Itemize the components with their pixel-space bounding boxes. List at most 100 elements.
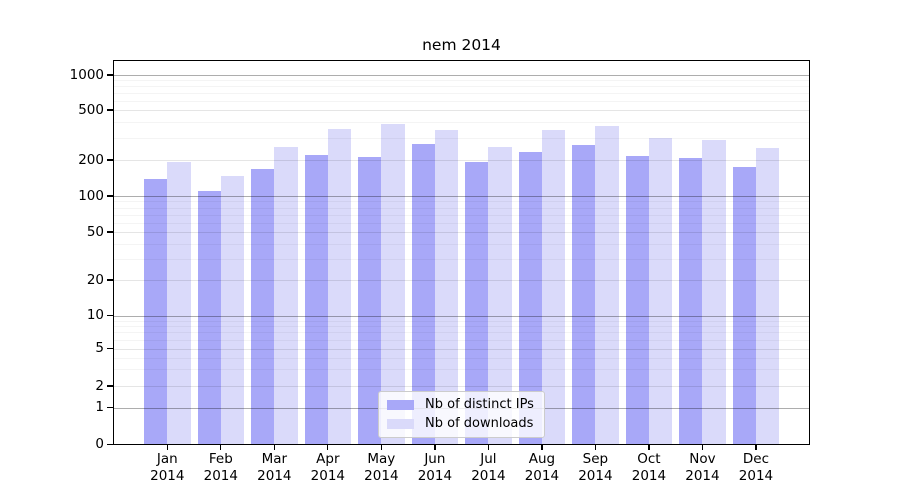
- bar-distinct-ips: [251, 169, 275, 445]
- x-tick-label: Jan 2014: [137, 451, 197, 484]
- gridline: [113, 110, 810, 111]
- y-tick-label: 20: [86, 271, 104, 288]
- bar-downloads: [648, 137, 673, 445]
- y-tick-label: 1: [95, 399, 104, 415]
- x-tick-label: Aug 2014: [512, 451, 572, 484]
- x-tick-label: Mar 2014: [244, 451, 304, 484]
- x-tick-label-month: Sep: [582, 451, 609, 467]
- y-tick-mark: [107, 195, 113, 197]
- y-tick-label: 0: [95, 436, 104, 452]
- y-tick-mark: [107, 279, 113, 281]
- x-tick-label: Jun 2014: [405, 451, 465, 484]
- minor-gridline: [113, 86, 810, 88]
- legend-label-distinct-ips: Nb of distinct IPs: [425, 397, 534, 412]
- decade-gridline: [113, 315, 810, 317]
- y-tick-label: 500: [78, 101, 104, 118]
- minor-gridline: [113, 214, 810, 216]
- y-tick-label: 1000: [69, 66, 104, 83]
- bar-distinct-ips: [518, 151, 542, 445]
- legend: Nb of distinct IPs Nb of downloads: [378, 391, 545, 438]
- x-tick-mark: [273, 444, 275, 450]
- x-tick-label-month: Dec: [742, 451, 770, 467]
- bar-downloads: [327, 128, 352, 445]
- x-tick-mark: [648, 444, 650, 450]
- x-tick-label-year: 2014: [738, 467, 774, 484]
- bar-downloads: [381, 123, 405, 445]
- bar-distinct-ips: [679, 158, 703, 445]
- x-tick-label-month: Feb: [208, 451, 233, 467]
- bar-downloads: [595, 125, 619, 445]
- bar-distinct-ips: [197, 191, 221, 445]
- x-tick-label-year: 2014: [203, 467, 238, 484]
- plot-area: [113, 60, 810, 445]
- x-tick-mark: [701, 444, 704, 450]
- gridline: [113, 280, 810, 281]
- x-tick-mark: [434, 444, 436, 450]
- y-tick-mark: [107, 159, 113, 161]
- x-tick-mark: [327, 444, 329, 450]
- minor-gridline: [113, 100, 810, 102]
- x-tick-label-month: May: [367, 451, 396, 467]
- x-tick-label-year: 2014: [150, 467, 185, 484]
- x-tick-mark: [487, 444, 490, 450]
- bar-distinct-ips: [144, 178, 168, 445]
- gridline: [113, 160, 810, 161]
- gridline: [113, 232, 810, 233]
- gridline: [113, 348, 810, 350]
- legend-label-downloads: Nb of downloads: [425, 416, 534, 431]
- minor-gridline: [113, 222, 810, 224]
- y-tick-label: 2: [95, 377, 104, 394]
- x-tick-label: Feb 2014: [191, 451, 251, 484]
- minor-gridline: [113, 122, 810, 124]
- y-tick-label: 5: [95, 340, 104, 356]
- x-tick-label-month: Apr: [316, 451, 340, 467]
- x-tick-label-year: 2014: [417, 467, 453, 484]
- x-tick-label-month: Nov: [689, 451, 716, 467]
- bar-downloads: [274, 146, 298, 445]
- bar-downloads: [702, 140, 726, 445]
- x-tick-mark: [755, 444, 757, 450]
- x-tick-label-year: 2014: [578, 467, 613, 484]
- x-tick-mark: [220, 444, 222, 450]
- bar-downloads: [220, 175, 245, 445]
- y-tick-mark: [107, 347, 113, 350]
- bar-downloads: [434, 130, 459, 445]
- bar-distinct-ips: [411, 143, 435, 445]
- bar-downloads: [755, 148, 780, 445]
- y-tick-mark: [107, 109, 113, 111]
- minor-gridline: [113, 326, 810, 328]
- x-tick-label-month: Jul: [480, 451, 497, 467]
- x-tick-label: May 2014: [351, 451, 411, 484]
- bar-distinct-ips: [304, 154, 328, 445]
- x-tick-label: Jul 2014: [458, 451, 518, 484]
- decade-gridline: [113, 196, 810, 197]
- bar-distinct-ips: [358, 157, 382, 445]
- x-tick-mark: [594, 444, 597, 450]
- x-tick-label-year: 2014: [471, 467, 506, 484]
- x-tick-label: Dec 2014: [726, 451, 786, 484]
- y-tick-mark: [107, 314, 113, 317]
- legend-entry-downloads: Nb of downloads: [387, 416, 534, 431]
- x-tick-label: Nov 2014: [672, 451, 732, 484]
- minor-gridline: [113, 320, 810, 322]
- y-tick-label: 50: [86, 223, 104, 240]
- x-tick-label-month: Mar: [261, 451, 288, 467]
- bar-distinct-ips: [572, 144, 596, 445]
- x-tick-label-year: 2014: [524, 467, 560, 484]
- x-tick-label: Sep 2014: [565, 451, 625, 484]
- y-tick-mark: [107, 443, 113, 446]
- x-tick-label-year: 2014: [364, 467, 399, 484]
- x-tick-label-month: Jun: [424, 451, 446, 467]
- legend-entry-distinct-ips: Nb of distinct IPs: [387, 397, 534, 412]
- chart-title: nem 2014: [422, 36, 501, 54]
- y-tick-mark: [107, 231, 113, 233]
- minor-gridline: [113, 243, 810, 245]
- x-tick-label-year: 2014: [310, 467, 346, 484]
- decade-gridline: [113, 75, 810, 76]
- minor-gridline: [113, 369, 810, 371]
- minor-gridline: [113, 93, 810, 94]
- y-tick-mark: [107, 406, 113, 409]
- y-tick-label: 200: [78, 151, 104, 168]
- bar-distinct-ips: [625, 155, 649, 445]
